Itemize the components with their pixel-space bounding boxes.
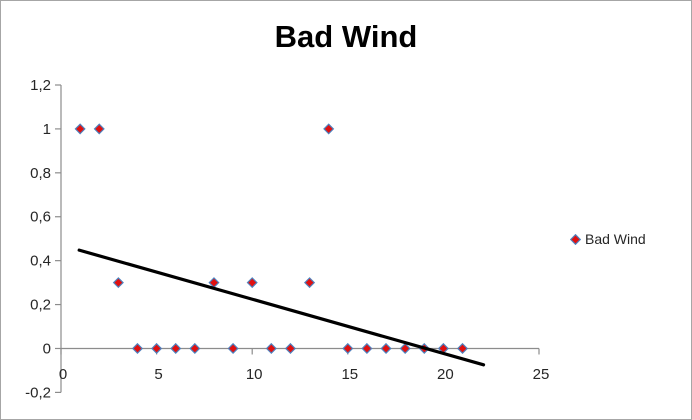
data-point-marker	[227, 342, 239, 355]
y-tick-label: 1	[43, 121, 51, 138]
data-point-marker	[151, 342, 163, 355]
data-point-marker	[323, 123, 335, 135]
chart-title: Bad Wind	[274, 19, 418, 54]
y-tick-label: 1,2	[30, 77, 51, 94]
y-tick-label: 0,2	[30, 297, 51, 314]
x-tick-label: 10	[246, 366, 263, 383]
trendline	[77, 248, 486, 367]
data-point-marker	[112, 277, 124, 289]
x-tick-label: 0	[59, 366, 67, 383]
data-point-marker	[265, 342, 277, 355]
data-point-marker	[246, 277, 258, 289]
data-point-marker	[456, 342, 469, 355]
x-tick-label: 25	[533, 366, 550, 383]
y-tick-label: 0,8	[30, 165, 51, 182]
data-point-marker	[170, 342, 182, 355]
data-point-marker	[342, 342, 354, 355]
x-tick-label: 20	[437, 366, 454, 383]
data-point-marker	[74, 123, 86, 135]
y-tick-label: 0,4	[30, 253, 51, 270]
y-tick-label: 0,6	[30, 209, 51, 226]
legend-marker-icon	[570, 233, 581, 245]
x-tick-label: 15	[341, 366, 358, 383]
data-point-marker	[361, 342, 373, 355]
data-point-marker	[93, 123, 105, 135]
y-tick-label: 0	[43, 340, 51, 357]
data-point-marker	[380, 342, 392, 355]
data-point-marker	[131, 342, 144, 355]
y-tick-label: -0,2	[25, 384, 51, 401]
x-tick-label: 5	[154, 366, 162, 383]
data-point-marker	[189, 342, 201, 355]
data-point-marker	[284, 342, 296, 355]
data-point-marker	[399, 342, 411, 355]
legend: Bad Wind	[570, 230, 646, 248]
legend-label: Bad Wind	[585, 231, 646, 247]
data-point-marker	[304, 277, 316, 289]
